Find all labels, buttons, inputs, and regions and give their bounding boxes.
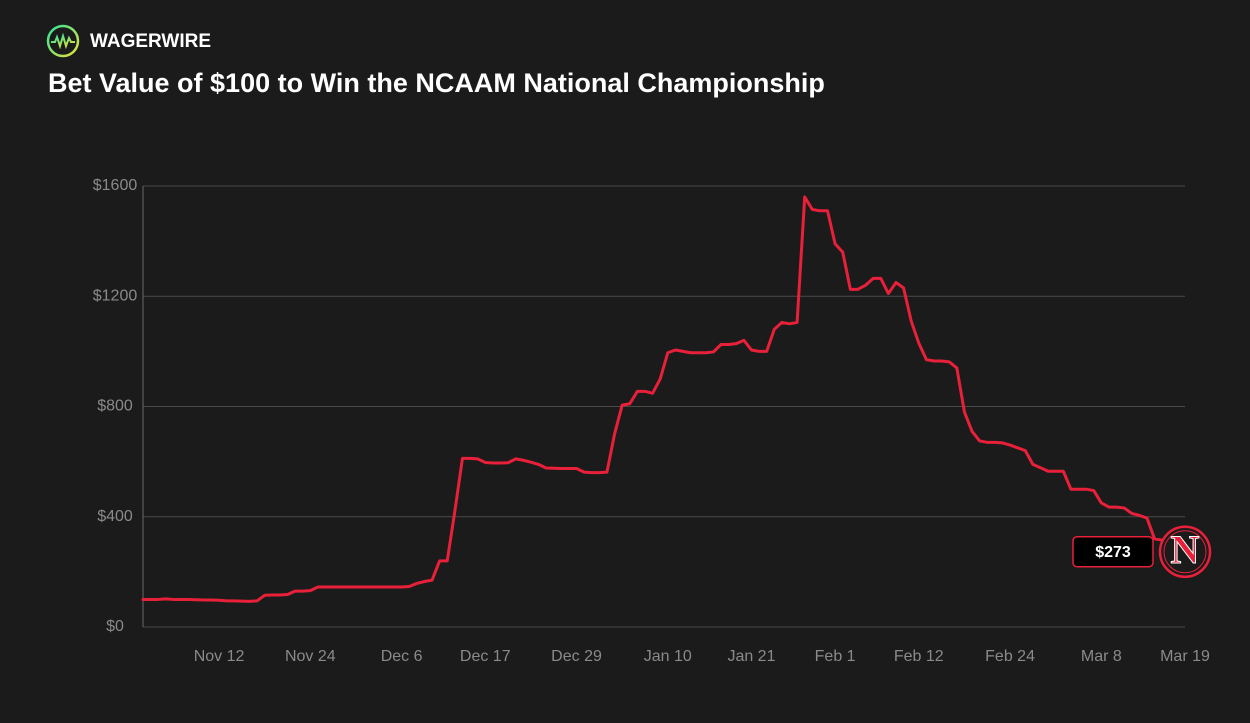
x-tick-label: Feb 24 bbox=[985, 648, 1035, 665]
brand-name: WAGERWIRE bbox=[90, 31, 211, 52]
y-tick-label: $0 bbox=[106, 618, 124, 635]
x-tick-label: Jan 21 bbox=[727, 648, 775, 665]
x-tick-label: Dec 29 bbox=[551, 648, 602, 665]
y-tick-label: $800 bbox=[97, 398, 133, 415]
chart-title: Bet Value of $100 to Win the NCAAM Natio… bbox=[48, 68, 825, 98]
y-tick-label: $400 bbox=[97, 508, 133, 525]
end-marker: N bbox=[1158, 525, 1212, 579]
x-tick-label: Feb 1 bbox=[815, 648, 856, 665]
value-label-box bbox=[1072, 536, 1154, 568]
x-tick-label: Nov 12 bbox=[194, 648, 245, 665]
marker-text: N bbox=[1171, 527, 1200, 572]
marker-inner bbox=[1163, 530, 1207, 574]
x-tick-label: Mar 8 bbox=[1081, 648, 1122, 665]
x-tick-label: Jan 10 bbox=[644, 648, 692, 665]
y-tick-label: $1200 bbox=[93, 287, 138, 304]
x-tick-label: Mar 19 bbox=[1160, 648, 1210, 665]
x-tick-label: Nov 24 bbox=[285, 648, 336, 665]
x-tick-label: Dec 6 bbox=[381, 648, 423, 665]
x-tick-label: Dec 17 bbox=[460, 648, 511, 665]
data-line bbox=[141, 195, 1187, 603]
x-tick-label: Feb 12 bbox=[894, 648, 944, 665]
marker-ring bbox=[1158, 525, 1212, 579]
value-label: $273 bbox=[1095, 544, 1131, 561]
brand-logo bbox=[46, 24, 80, 58]
y-tick-label: $1600 bbox=[93, 177, 138, 194]
